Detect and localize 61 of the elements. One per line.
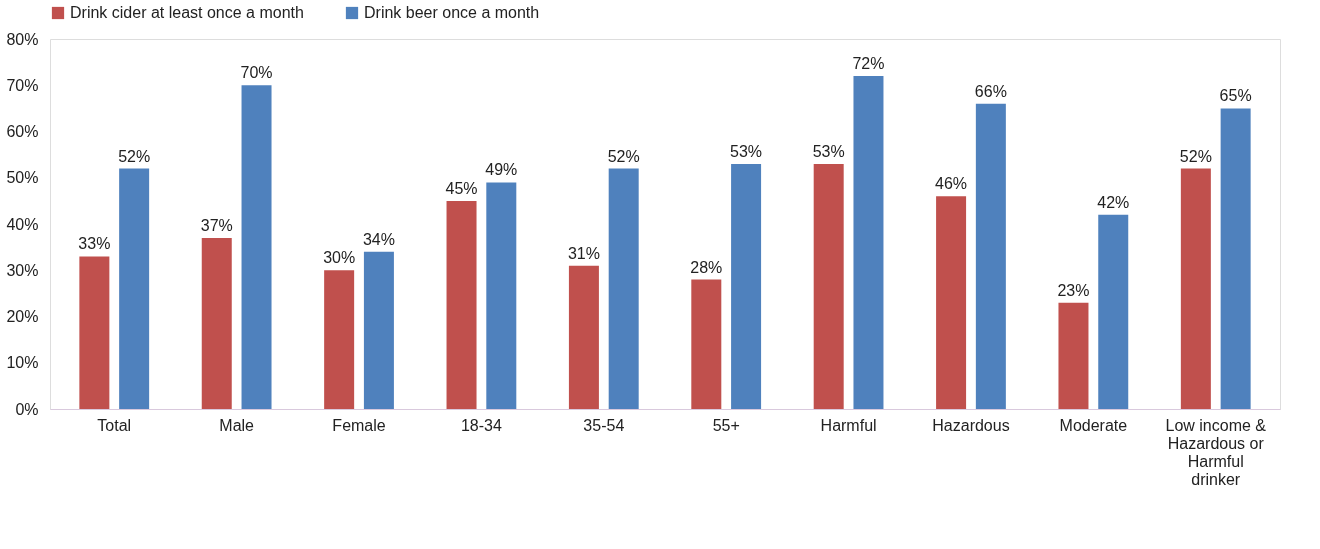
y-tick-label: 0%: [15, 400, 39, 418]
bar: [1098, 214, 1129, 409]
x-tick-label: 18-34: [460, 416, 502, 434]
bar: [486, 182, 517, 409]
data-label: 33%: [78, 235, 111, 253]
y-tick-label: 20%: [6, 308, 39, 325]
data-label: 30%: [323, 249, 356, 267]
data-label: 72%: [852, 55, 885, 72]
y-tick-label: 10%: [6, 354, 39, 372]
bar: [975, 103, 1006, 409]
bar: [1220, 108, 1251, 409]
x-tick-label: Harmful: [820, 416, 877, 434]
bar: [568, 265, 599, 409]
x-tick-label: 55+: [712, 416, 740, 434]
x-tick-label: Female: [332, 416, 386, 434]
data-label: 52%: [607, 147, 640, 165]
x-tick-label: Hazardous: [932, 416, 1010, 434]
data-label: 70%: [240, 64, 273, 82]
legend-label: Drink beer once a month: [364, 4, 540, 21]
y-tick-label: 70%: [6, 76, 39, 94]
bar: [79, 256, 110, 409]
x-tick-label: 35-54: [583, 416, 625, 434]
data-label: 53%: [730, 142, 763, 160]
data-label: 52%: [1179, 147, 1212, 165]
data-label: 52%: [118, 147, 151, 165]
bar: [119, 168, 150, 409]
data-label: 42%: [1097, 193, 1130, 211]
bar: [201, 237, 232, 409]
bar: [363, 251, 394, 409]
bar: [241, 85, 272, 409]
y-tick-label: 60%: [6, 123, 39, 140]
bar: [813, 163, 844, 409]
data-label: 49%: [485, 161, 518, 179]
data-label: 23%: [1057, 281, 1090, 299]
data-label: 66%: [974, 82, 1007, 100]
x-tick-label: Moderate: [1059, 416, 1128, 434]
bar: [936, 196, 967, 409]
x-tick-label: Male: [219, 416, 255, 434]
bar: [1180, 168, 1211, 409]
bar: [608, 168, 639, 409]
bar: [853, 76, 884, 409]
x-tick-label: Low income & Hazardous or Harmful drinker: [1165, 416, 1267, 488]
data-label: 53%: [812, 142, 845, 160]
data-label: 46%: [935, 175, 968, 193]
legend-label: Drink cider at least once a month: [70, 4, 304, 21]
data-label: 28%: [690, 258, 723, 276]
bar: [691, 279, 722, 409]
y-tick-label: 80%: [6, 30, 39, 48]
data-label: 37%: [200, 216, 233, 234]
data-label: 65%: [1219, 87, 1252, 105]
y-tick-label: 40%: [6, 215, 39, 233]
x-tick-label: Total: [97, 416, 132, 434]
y-tick-label: 50%: [6, 169, 39, 187]
bar: [731, 163, 762, 409]
data-label: 34%: [362, 230, 395, 248]
bar: [1058, 302, 1089, 409]
bar: [446, 200, 477, 409]
data-label: 31%: [567, 244, 600, 262]
bar: [324, 270, 355, 409]
data-label: 45%: [445, 179, 478, 197]
y-tick-label: 30%: [6, 261, 39, 279]
